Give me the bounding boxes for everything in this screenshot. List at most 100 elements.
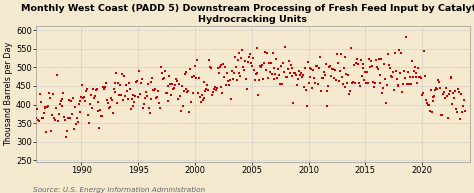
Point bbox=[215, 71, 222, 74]
Point bbox=[445, 92, 452, 96]
Point bbox=[72, 122, 80, 125]
Point bbox=[285, 60, 292, 63]
Point bbox=[423, 102, 431, 105]
Point bbox=[247, 62, 255, 65]
Point bbox=[83, 87, 91, 91]
Point bbox=[207, 67, 215, 70]
Point bbox=[295, 69, 303, 73]
Point bbox=[350, 63, 358, 66]
Point bbox=[152, 88, 159, 91]
Point bbox=[306, 66, 313, 69]
Point bbox=[267, 62, 274, 65]
Point bbox=[229, 77, 237, 80]
Point bbox=[155, 102, 163, 105]
Point bbox=[100, 85, 107, 88]
Point bbox=[383, 101, 390, 104]
Point bbox=[275, 73, 283, 76]
Point bbox=[242, 77, 250, 80]
Point bbox=[414, 81, 421, 85]
Point bbox=[343, 73, 350, 76]
Point bbox=[68, 112, 76, 115]
Point bbox=[447, 77, 454, 80]
Point bbox=[320, 70, 328, 73]
Point bbox=[108, 99, 116, 102]
Point bbox=[102, 82, 110, 85]
Point bbox=[448, 102, 456, 106]
Point bbox=[397, 71, 404, 74]
Point bbox=[456, 118, 464, 121]
Point bbox=[274, 67, 282, 70]
Point bbox=[401, 77, 409, 80]
Point bbox=[331, 69, 339, 72]
Point bbox=[353, 58, 361, 61]
Point bbox=[408, 59, 416, 62]
Point bbox=[139, 107, 147, 110]
Point bbox=[63, 136, 70, 139]
Point bbox=[73, 117, 81, 120]
Point bbox=[380, 87, 387, 90]
Point bbox=[430, 95, 438, 98]
Point bbox=[70, 128, 78, 131]
Point bbox=[253, 47, 260, 50]
Point bbox=[246, 52, 254, 56]
Point bbox=[372, 58, 380, 62]
Point bbox=[124, 97, 132, 101]
Point bbox=[154, 90, 162, 93]
Point bbox=[426, 109, 434, 112]
Point bbox=[62, 118, 69, 121]
Point bbox=[329, 68, 337, 71]
Point bbox=[49, 92, 57, 95]
Point bbox=[179, 105, 186, 108]
Point bbox=[270, 78, 277, 81]
Point bbox=[174, 97, 182, 100]
Point bbox=[67, 100, 75, 103]
Point bbox=[54, 119, 62, 122]
Point bbox=[398, 51, 405, 54]
Point bbox=[48, 113, 56, 116]
Point bbox=[41, 105, 48, 108]
Point bbox=[251, 79, 258, 82]
Point bbox=[252, 73, 259, 76]
Point bbox=[268, 72, 275, 75]
Point bbox=[349, 81, 357, 84]
Point bbox=[284, 67, 292, 70]
Point bbox=[89, 88, 97, 91]
Point bbox=[245, 55, 253, 58]
Point bbox=[283, 76, 291, 79]
Point bbox=[103, 99, 111, 102]
Point bbox=[158, 72, 165, 75]
Point bbox=[117, 84, 124, 87]
Point bbox=[33, 108, 41, 111]
Point bbox=[182, 87, 190, 90]
Point bbox=[325, 84, 332, 87]
Point bbox=[394, 84, 401, 87]
Point bbox=[443, 94, 450, 97]
Point bbox=[101, 86, 109, 89]
Point bbox=[356, 84, 364, 87]
Point bbox=[438, 114, 445, 117]
Point bbox=[431, 95, 438, 98]
Point bbox=[187, 100, 195, 103]
Point bbox=[317, 89, 325, 92]
Point bbox=[212, 89, 219, 92]
Point bbox=[293, 83, 301, 86]
Point bbox=[165, 75, 173, 78]
Point bbox=[310, 76, 318, 79]
Text: Source: U.S. Energy Information Administration: Source: U.S. Energy Information Administ… bbox=[33, 187, 205, 193]
Point bbox=[243, 88, 251, 91]
Point bbox=[421, 75, 429, 78]
Point bbox=[451, 90, 459, 93]
Point bbox=[181, 73, 188, 76]
Point bbox=[34, 118, 42, 121]
Point bbox=[347, 47, 355, 50]
Point bbox=[385, 64, 393, 67]
Point bbox=[384, 52, 392, 56]
Point bbox=[395, 83, 402, 86]
Point bbox=[441, 97, 448, 100]
Point bbox=[228, 70, 236, 73]
Point bbox=[182, 70, 189, 73]
Point bbox=[142, 90, 150, 93]
Point bbox=[52, 106, 60, 109]
Point bbox=[435, 79, 442, 82]
Point bbox=[57, 100, 64, 103]
